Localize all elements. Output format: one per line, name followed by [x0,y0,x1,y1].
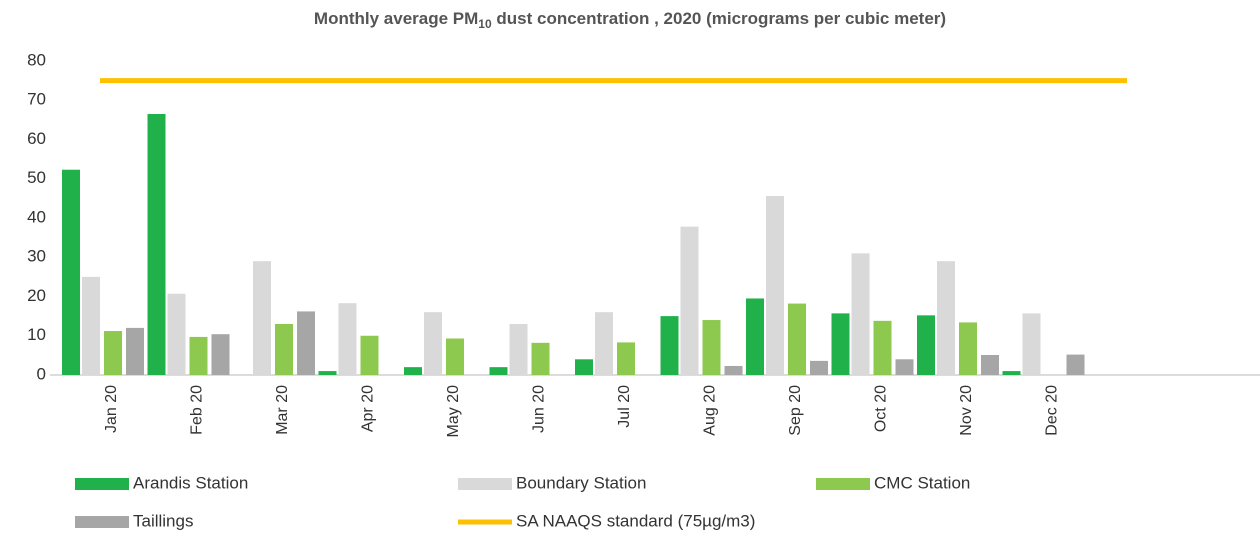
bar [1002,371,1021,375]
title-part: Monthly average PM [314,9,478,28]
bar [575,359,593,375]
bar [702,320,721,375]
legend-swatch [458,478,512,490]
bar [851,253,870,375]
bar [104,331,122,375]
x-tick-label: Jul 20 [616,385,633,428]
bar [338,303,357,375]
bar [147,113,166,376]
x-tick-label: Jan 20 [103,385,120,433]
bar [895,359,914,375]
bar [831,313,850,375]
title-subscript: 10 [478,17,492,31]
y-tick-label: 10 [27,325,46,344]
x-tick-label: Dec 20 [1044,385,1061,436]
bar [1066,354,1085,375]
bar [360,335,379,375]
bar [617,342,635,375]
y-tick-label: 0 [37,364,46,383]
bar [189,336,208,375]
x-tick-label: Mar 20 [274,385,291,435]
bar [595,312,613,375]
bar [680,226,699,375]
bar [724,365,743,375]
bar [959,322,977,375]
x-tick-label: Sep 20 [787,385,804,436]
bar [810,360,828,375]
bar [404,367,422,375]
bar [275,323,293,375]
bar [746,298,764,375]
y-tick-label: 30 [27,247,46,266]
y-tick-label: 80 [27,50,46,69]
bar [167,293,186,375]
y-tick-label: 60 [27,129,46,148]
bar [318,371,337,375]
legend-label: Taillings [133,511,193,530]
bar [489,367,508,375]
legend-label: Boundary Station [516,473,646,492]
legend-swatch [816,478,870,490]
x-tick-label: Feb 20 [189,385,206,435]
x-tick-label: Jun 20 [531,385,548,433]
y-tick-label: 50 [27,168,46,187]
bar [446,338,464,375]
bar [82,276,100,375]
x-tick-label: Oct 20 [873,385,890,432]
title-part: dust concentration , 2020 (micrograms pe… [492,9,946,28]
bar [1022,313,1041,375]
x-tick-label: Aug 20 [702,385,719,436]
bar [531,342,550,375]
bar [660,316,679,375]
bar [424,312,442,375]
bar [788,303,806,375]
legend-label: SA NAAQS standard (75µg/m3) [516,511,755,530]
legend-label: CMC Station [874,473,970,492]
bar [253,261,271,375]
y-tick-label: 40 [27,207,46,226]
x-tick-label: Apr 20 [360,385,377,432]
bar [766,196,784,375]
bar [937,261,955,375]
bar [981,354,999,375]
bar [126,327,144,375]
legend-swatch [75,516,129,528]
x-tick-label: May 20 [445,385,462,438]
bar [297,311,315,375]
bar [873,320,892,375]
bar [917,315,935,375]
bar [211,334,230,375]
bar [509,323,528,375]
bar [62,169,80,375]
y-tick-label: 70 [27,90,46,109]
legend-label: Arandis Station [133,473,248,492]
y-tick-label: 20 [27,286,46,305]
x-tick-label: Nov 20 [958,385,975,436]
chart-title: Monthly average PM10 dust concentration … [314,9,946,31]
legend-swatch [75,478,129,490]
